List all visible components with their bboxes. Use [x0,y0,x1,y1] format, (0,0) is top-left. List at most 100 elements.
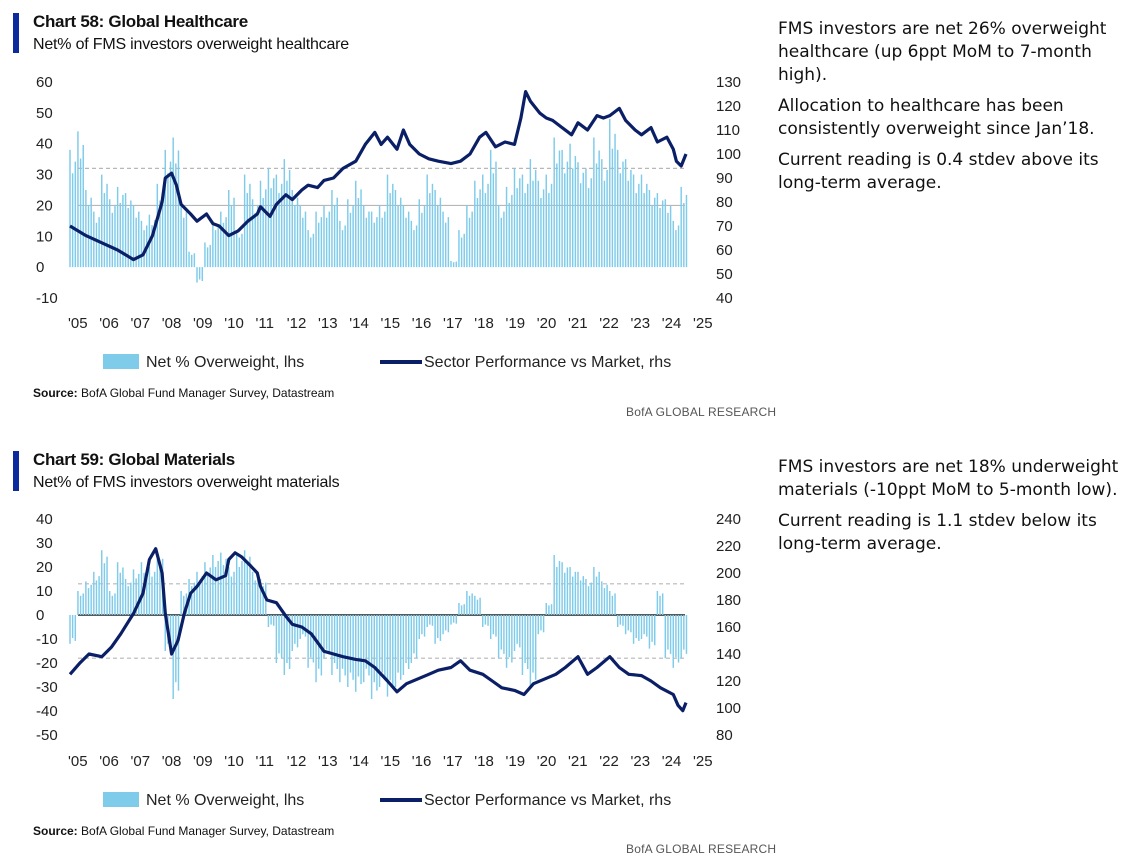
bar [527,183,529,268]
bar [627,180,629,268]
bar [566,161,569,268]
x-tick-label: '18 [474,753,494,770]
bar [328,615,331,654]
bar [683,202,685,268]
y-right-tick-label: 110 [716,122,740,139]
y-right-tick-label: 120 [716,673,741,690]
bar [601,159,603,268]
bar [389,615,391,681]
bar [603,588,606,615]
bar [654,197,656,268]
bar [108,591,111,615]
bar [214,230,217,268]
y-right-tick-label: 40 [716,290,733,307]
bar [624,159,627,268]
bar [77,131,79,268]
bar [336,197,338,268]
bar [532,615,534,673]
x-tick-label: '25 [693,753,713,770]
bar [400,197,402,268]
bar [362,615,365,683]
bar [328,211,331,268]
commentary-paragraph: FMS investors are net 26% overweight hea… [778,19,1107,85]
bar [87,588,90,615]
bar [505,615,508,668]
bar [585,168,587,268]
bar [638,615,640,641]
bar [524,193,526,268]
bar [640,174,643,268]
bar [529,615,532,687]
bar [516,188,518,268]
bar [656,591,659,615]
bar [241,233,243,268]
bar [505,186,508,268]
bar [127,586,129,615]
bar [667,212,669,268]
bar [201,576,204,615]
bar [579,580,582,615]
source-label: Source: [33,386,78,400]
bar [643,615,645,635]
bar [611,148,614,268]
bar [135,217,137,268]
bar [180,205,182,268]
bar [212,555,214,615]
bar [177,615,180,691]
x-tick-label: '05 [68,753,88,770]
bar [542,189,545,268]
bar [355,180,357,268]
bar [159,200,161,268]
bar [339,615,341,683]
bar [283,159,286,268]
bar [280,183,283,268]
x-tick-label: '09 [193,753,213,770]
bar [103,193,106,268]
bar [159,565,161,615]
bar [455,615,458,624]
bar [124,193,127,268]
bar [220,211,222,268]
bar [407,615,410,669]
commentary-paragraph: Current reading is 1.1 stdev below its l… [778,511,1097,554]
bar [595,576,598,615]
source-note: Source: BofA Global Fund Manager Survey,… [33,386,334,400]
bar [495,161,497,268]
bar [275,174,278,268]
bar [82,593,84,615]
brand-label: BofA GLOBAL RESEARCH [626,842,777,856]
bar [320,217,323,268]
bar [474,180,476,268]
bar [222,565,225,615]
bar [169,161,172,268]
bar [511,615,513,663]
bar [190,254,193,268]
bar [304,615,307,637]
bar [545,174,547,268]
bar [556,163,558,268]
bar [497,205,500,268]
source-note: Source: BofA Global Fund Manager Survey,… [33,824,334,838]
bar [169,615,172,648]
bar [167,173,169,268]
bar [646,615,648,637]
bar [206,247,209,268]
bar [489,149,492,268]
y-right-tick-label: 100 [716,146,741,163]
commentary: FMS investors are net 18% underweight ma… [778,456,1130,564]
bar [400,615,402,680]
bar [188,251,190,268]
bar [558,561,561,615]
x-tick-label: '23 [631,315,651,332]
bar [368,211,370,268]
bar [630,615,632,633]
y-right-tick-label: 80 [716,194,733,211]
bar [601,581,603,615]
x-tick-label: '10 [224,753,244,770]
bar [339,220,341,268]
bar [463,604,465,615]
bar [537,615,540,635]
bar [421,212,423,268]
y-left-tick-label: 60 [36,74,53,91]
sector-performance-line [69,90,688,262]
